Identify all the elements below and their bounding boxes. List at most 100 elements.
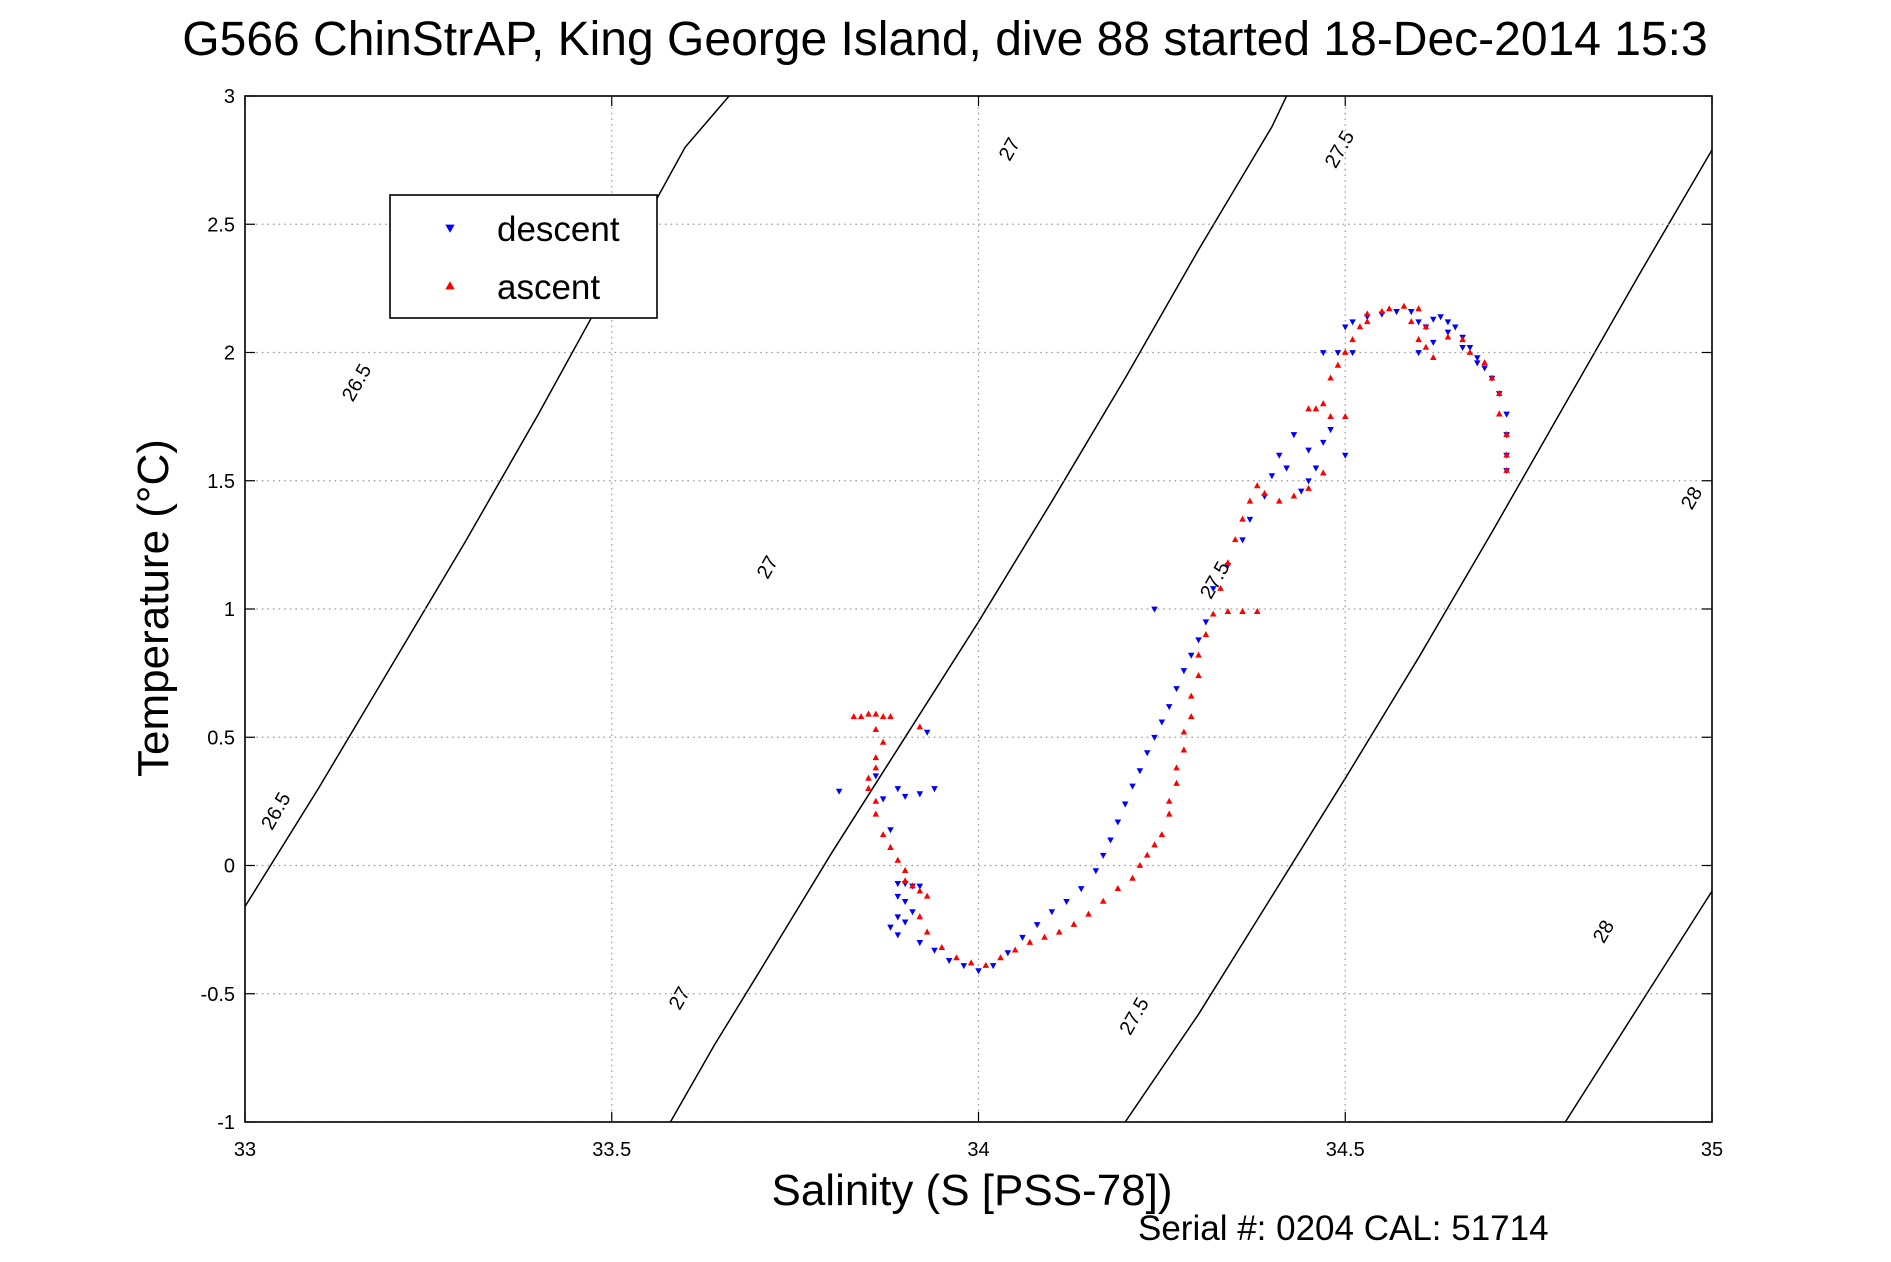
- descent-point: [960, 963, 968, 970]
- descent-point: [1092, 868, 1100, 875]
- ascent-point: [1253, 482, 1261, 489]
- descent-point: [894, 914, 902, 921]
- ascent-point: [997, 954, 1004, 961]
- ascent-point: [1407, 318, 1415, 325]
- y-tick-label: 0.5: [207, 727, 235, 749]
- descent-point: [1429, 316, 1437, 323]
- ascent-legend-label: ascent: [497, 268, 600, 307]
- ascent-point: [1151, 841, 1158, 848]
- ascent-point: [1334, 361, 1342, 368]
- ascent-point: [887, 713, 894, 720]
- descent-point: [901, 919, 909, 926]
- descent-point: [1407, 309, 1415, 316]
- descent-point: [1209, 586, 1217, 593]
- ascent-point: [1239, 515, 1246, 522]
- ascent-point: [879, 713, 887, 720]
- descent-point: [1305, 447, 1312, 454]
- descent-point: [1239, 537, 1246, 544]
- ascent-point: [865, 784, 872, 791]
- ascent-point: [1055, 928, 1063, 935]
- ascent-point: [872, 710, 880, 717]
- ascent-point: [1085, 910, 1092, 917]
- ascent-point: [1173, 764, 1180, 771]
- ascent-point: [1319, 469, 1327, 476]
- y-tick-label: -1: [217, 1112, 235, 1134]
- x-tick-label: 33.5: [592, 1139, 631, 1161]
- descent-point: [901, 899, 909, 906]
- ascent-point: [1253, 607, 1261, 614]
- ascent-point: [1349, 336, 1356, 343]
- descent-point: [894, 932, 902, 939]
- ascent-point: [872, 797, 880, 804]
- ascent-point: [1195, 651, 1202, 658]
- descent-point: [1312, 465, 1320, 472]
- descent-point: [989, 963, 997, 970]
- density-contour-27.5: [1124, 148, 1712, 1122]
- ascent-point: [1378, 307, 1386, 314]
- descent-point: [1341, 452, 1349, 459]
- ascent-point: [865, 774, 872, 781]
- ascent-point: [916, 887, 924, 894]
- ascent-point: [909, 882, 916, 889]
- ascent-point: [1496, 410, 1503, 417]
- descent-point: [1437, 314, 1444, 321]
- descent-point: [1459, 344, 1466, 352]
- ascent-point: [923, 892, 931, 899]
- ascent-point: [1202, 631, 1210, 638]
- descent-point: [1107, 837, 1114, 844]
- ascent-point: [1011, 946, 1019, 953]
- ascent-point: [1341, 348, 1349, 355]
- ascent-point: [938, 943, 946, 950]
- ascent-point: [1385, 305, 1393, 312]
- descent-point: [1297, 488, 1305, 495]
- y-tick-label: 3: [224, 86, 235, 108]
- descent-point: [1393, 309, 1400, 316]
- ascent-point: [901, 866, 909, 874]
- descent-point: [894, 786, 902, 793]
- ascent-point: [1180, 746, 1188, 753]
- descent-point: [1415, 319, 1422, 326]
- descent-point: [975, 968, 982, 975]
- ascent-point: [1356, 323, 1364, 330]
- ascent-point: [879, 738, 887, 745]
- ascent-point: [1341, 412, 1349, 420]
- ascent-legend-marker: [445, 281, 455, 290]
- descent-point: [1290, 432, 1298, 439]
- descent-point: [1063, 899, 1070, 906]
- descent-point: [1305, 478, 1312, 485]
- x-axis-label: Salinity (S [PSS-78]): [771, 1166, 1172, 1215]
- ascent-point: [1444, 333, 1452, 340]
- ascent-point: [1114, 884, 1122, 891]
- descent-point: [1151, 606, 1158, 613]
- descent-point: [1319, 350, 1327, 357]
- data-points: [835, 302, 1510, 975]
- descent-point: [916, 791, 924, 798]
- ascent-point: [1165, 797, 1173, 804]
- ascent-point: [1143, 851, 1151, 858]
- descent-point: [1173, 686, 1180, 693]
- contour-label-26.5: 26.5: [338, 361, 376, 406]
- ascent-point: [1209, 610, 1217, 617]
- contour-label-27.5: 27.5: [1115, 994, 1153, 1039]
- contour-label-28: 28: [1589, 917, 1619, 947]
- axes: 33 33.5 34 34.5 35 -1 -0.5 0 0.5 1 1.5 2 2.5 3: [201, 86, 1724, 1161]
- x-tick-label: 34: [967, 1139, 989, 1161]
- descent-point: [1165, 704, 1173, 711]
- ascent-point: [982, 961, 990, 968]
- descent-point: [1275, 452, 1283, 459]
- descent-point: [1246, 516, 1254, 523]
- ascent-point: [872, 725, 880, 732]
- ascent-point: [1158, 831, 1166, 838]
- serial-calibration-text: Serial #: 0204 CAL: 51714: [1138, 1209, 1549, 1248]
- contour-label-27: 27: [753, 552, 783, 582]
- ascent-point: [1180, 728, 1188, 735]
- ascent-point: [1363, 318, 1371, 325]
- ascent-point: [1503, 430, 1510, 437]
- descent-point: [1481, 365, 1488, 372]
- descent-point: [835, 788, 843, 795]
- ascent-point: [872, 754, 880, 761]
- descent-point: [931, 947, 938, 954]
- ascent-point: [1231, 536, 1239, 543]
- ascent-point: [1099, 897, 1107, 904]
